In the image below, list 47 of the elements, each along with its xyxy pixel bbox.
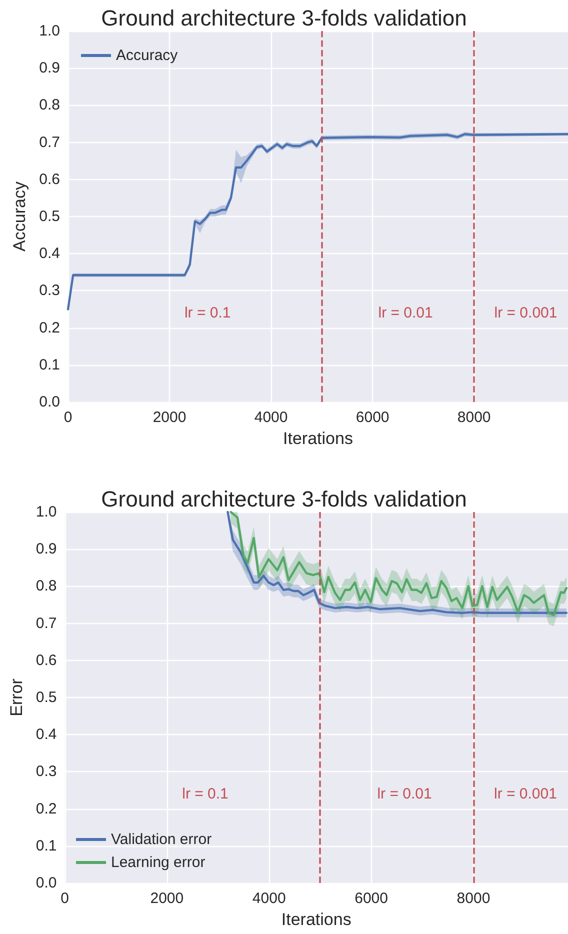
y-tick-label: 0.7 <box>39 134 60 151</box>
y-axis-title: Accuracy <box>10 181 30 252</box>
annotation: lr = 0.01 <box>378 304 433 322</box>
annotation: lr = 0.01 <box>377 785 432 802</box>
y-tick-label: 0.0 <box>36 874 57 892</box>
y-tick-label: 0.3 <box>36 763 57 780</box>
y-tick-label: 0.2 <box>39 319 60 336</box>
y-tick-label: 0.4 <box>39 245 60 262</box>
y-tick-label: 0.1 <box>36 837 57 854</box>
y-tick-label: 0.8 <box>39 96 60 114</box>
x-axis-title: Iterations <box>281 910 352 929</box>
y-tick-label: 0.9 <box>39 60 60 77</box>
y-tick-label: 1.0 <box>39 22 60 40</box>
chart-title: Ground architecture 3-folds validation <box>101 6 467 30</box>
x-tick-label: 6000 <box>354 890 388 907</box>
y-tick-label: 0.0 <box>39 394 60 410</box>
annotation: lr = 0.1 <box>184 304 231 322</box>
y-tick-label: 0.7 <box>36 614 57 632</box>
y-tick-label: 0.1 <box>39 356 60 374</box>
legend-label: Accuracy <box>116 47 178 64</box>
y-axis-title: Error <box>7 678 26 716</box>
legend-label: Validation error <box>111 831 212 848</box>
x-tick-label: 4000 <box>252 890 286 907</box>
annotation: lr = 0.001 <box>494 304 558 322</box>
y-tick-label: 0.9 <box>36 540 57 558</box>
y-tick-label: 0.3 <box>39 282 60 300</box>
y-tick-label: 1.0 <box>36 504 57 520</box>
x-axis-title: Iterations <box>283 428 353 448</box>
y-tick-label: 0.2 <box>36 800 57 818</box>
annotation: lr = 0.1 <box>182 785 228 802</box>
y-tick-label: 0.8 <box>36 578 57 595</box>
y-tick-label: 0.6 <box>36 652 57 669</box>
chart-title: Ground architecture 3-folds validation <box>101 486 467 512</box>
x-tick-label: 8000 <box>456 890 490 907</box>
x-tick-label: 0 <box>64 409 72 426</box>
y-tick-label: 0.5 <box>39 208 60 225</box>
x-tick-label: 6000 <box>356 409 390 426</box>
legend-label: Learning error <box>111 854 206 871</box>
x-tick-label: 2000 <box>150 890 184 907</box>
y-tick-label: 0.5 <box>36 689 57 706</box>
y-tick-label: 0.4 <box>36 726 57 744</box>
annotation: lr = 0.001 <box>494 785 557 802</box>
x-tick-label: 8000 <box>457 409 491 426</box>
x-tick-label: 0 <box>60 890 69 907</box>
x-tick-label: 4000 <box>254 409 288 426</box>
y-tick-label: 0.6 <box>39 170 60 188</box>
x-tick-label: 2000 <box>152 409 186 426</box>
